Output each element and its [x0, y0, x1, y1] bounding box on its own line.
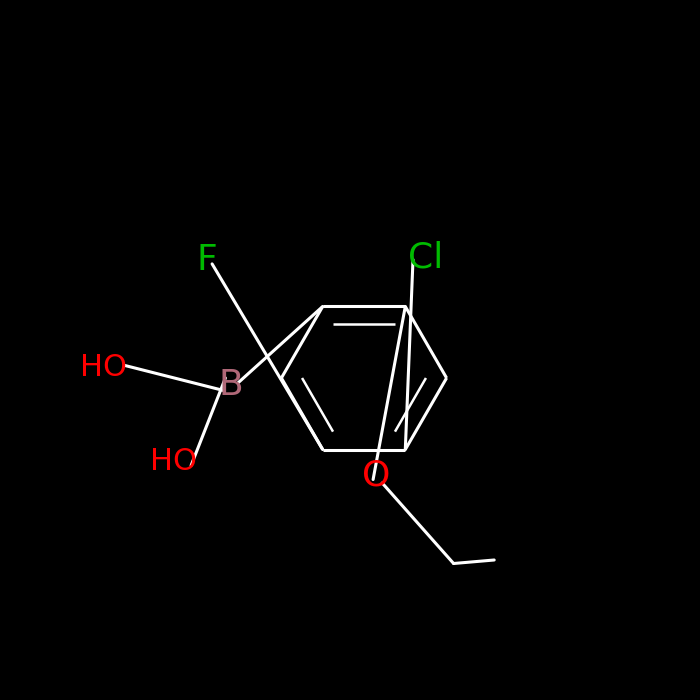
- Text: B: B: [218, 368, 244, 402]
- Text: Cl: Cl: [408, 241, 443, 274]
- Text: O: O: [363, 459, 391, 493]
- Text: HO: HO: [150, 447, 197, 477]
- Text: HO: HO: [80, 353, 127, 382]
- Text: F: F: [196, 244, 217, 277]
